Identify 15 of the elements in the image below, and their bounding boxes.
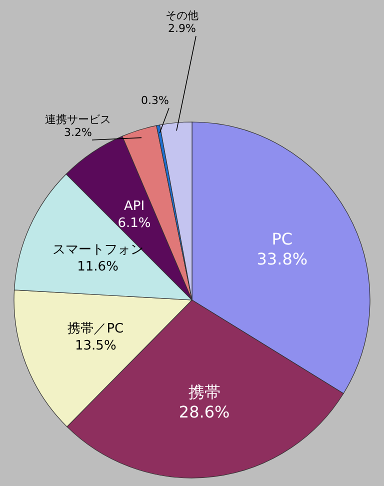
slice-label: 携帯／PC — [68, 322, 124, 337]
data-label: 2.9% — [168, 22, 196, 35]
slice-label: PC — [272, 230, 293, 249]
data-label: 11.6% — [77, 259, 118, 274]
data-label: 33.8% — [256, 250, 308, 269]
data-label: 3.2% — [64, 126, 92, 139]
slice-label: 連携サービス — [45, 113, 111, 126]
data-label: 0.3% — [141, 94, 169, 107]
data-label: 6.1% — [118, 216, 151, 231]
slice-label: API — [124, 198, 145, 214]
data-label: 13.5% — [75, 338, 116, 354]
data-label: 28.6% — [178, 402, 230, 422]
slice-label: 携帯 — [188, 382, 220, 402]
slice-label: その他 — [166, 9, 198, 22]
slice-label: スマートフォン — [52, 242, 144, 258]
